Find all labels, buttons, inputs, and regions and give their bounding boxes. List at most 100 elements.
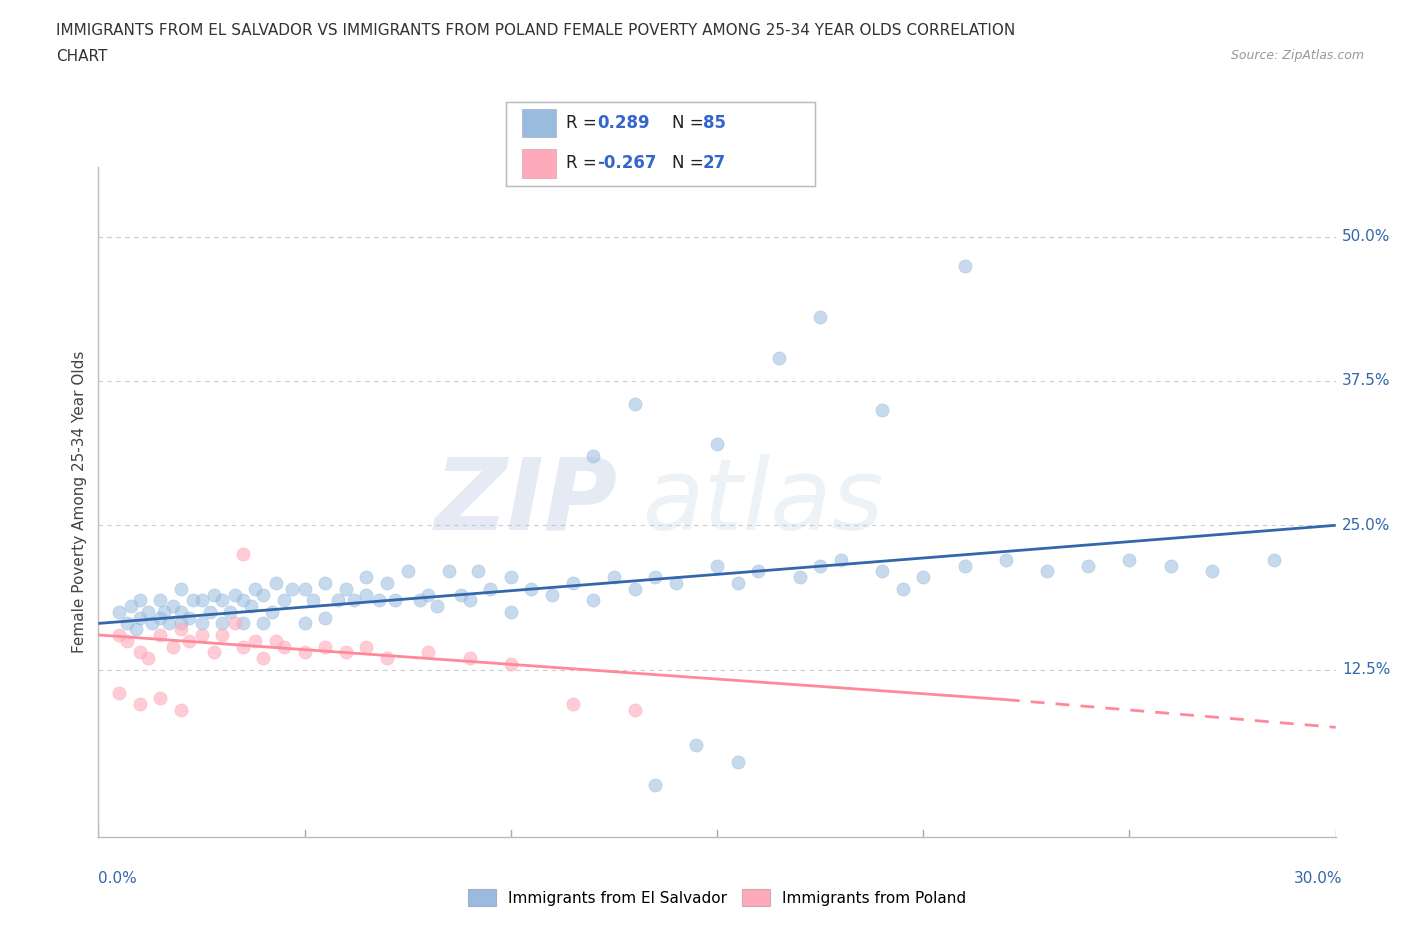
- Text: 25.0%: 25.0%: [1341, 518, 1391, 533]
- Point: [314, 576, 336, 591]
- Point: [232, 639, 254, 654]
- Point: [623, 581, 645, 596]
- Point: [458, 593, 481, 608]
- Text: IMMIGRANTS FROM EL SALVADOR VS IMMIGRANTS FROM POLAND FEMALE POVERTY AMONG 25-34: IMMIGRANTS FROM EL SALVADOR VS IMMIGRANT…: [56, 23, 1015, 38]
- Point: [418, 587, 440, 602]
- Point: [994, 552, 1017, 567]
- Point: [252, 616, 274, 631]
- Point: [561, 697, 583, 711]
- Point: [870, 403, 893, 418]
- Point: [136, 651, 159, 666]
- Text: 85: 85: [703, 114, 725, 132]
- Point: [768, 351, 790, 365]
- FancyBboxPatch shape: [522, 149, 555, 178]
- Point: [141, 616, 163, 631]
- Point: [224, 616, 246, 631]
- Point: [170, 581, 193, 596]
- Point: [190, 593, 212, 608]
- Point: [808, 558, 831, 573]
- Y-axis label: Female Poverty Among 25-34 Year Olds: Female Poverty Among 25-34 Year Olds: [72, 351, 87, 654]
- Text: atlas: atlas: [643, 454, 884, 551]
- Point: [1160, 558, 1182, 573]
- Point: [128, 610, 150, 625]
- Point: [219, 604, 242, 619]
- Point: [582, 593, 605, 608]
- Text: 27: 27: [703, 153, 725, 171]
- Point: [240, 599, 263, 614]
- Point: [314, 639, 336, 654]
- Point: [190, 616, 212, 631]
- Point: [396, 564, 419, 578]
- Point: [117, 633, 139, 648]
- Point: [418, 644, 440, 659]
- Point: [162, 639, 184, 654]
- Point: [458, 651, 481, 666]
- Point: [450, 587, 472, 602]
- Point: [706, 558, 728, 573]
- Point: [128, 593, 150, 608]
- Point: [335, 644, 357, 659]
- Point: [117, 616, 139, 631]
- Point: [685, 737, 707, 752]
- Point: [747, 564, 769, 578]
- Point: [273, 639, 295, 654]
- Text: 12.5%: 12.5%: [1341, 662, 1391, 677]
- Point: [384, 593, 406, 608]
- Point: [1118, 552, 1140, 567]
- Text: ZIP: ZIP: [434, 454, 619, 551]
- Point: [426, 599, 449, 614]
- Point: [789, 570, 811, 585]
- Point: [356, 570, 378, 585]
- Point: [149, 628, 172, 643]
- Point: [644, 777, 666, 792]
- Point: [260, 604, 283, 619]
- Point: [912, 570, 935, 585]
- Point: [157, 616, 180, 631]
- Point: [149, 593, 172, 608]
- Point: [375, 576, 398, 591]
- Point: [243, 633, 266, 648]
- Point: [124, 622, 146, 637]
- Point: [644, 570, 666, 585]
- Point: [190, 628, 212, 643]
- Point: [375, 651, 398, 666]
- Point: [232, 547, 254, 562]
- Point: [149, 610, 172, 625]
- Text: N =: N =: [672, 153, 709, 171]
- Point: [170, 616, 193, 631]
- Legend: Immigrants from El Salvador, Immigrants from Poland: Immigrants from El Salvador, Immigrants …: [468, 889, 966, 907]
- Point: [232, 593, 254, 608]
- Point: [830, 552, 852, 567]
- Point: [170, 702, 193, 717]
- Point: [243, 581, 266, 596]
- Point: [252, 651, 274, 666]
- Text: Source: ZipAtlas.com: Source: ZipAtlas.com: [1230, 49, 1364, 62]
- Point: [264, 576, 287, 591]
- Point: [603, 570, 626, 585]
- Text: 0.0%: 0.0%: [98, 871, 138, 886]
- Point: [953, 558, 976, 573]
- Point: [335, 581, 357, 596]
- Point: [108, 604, 131, 619]
- Point: [202, 644, 225, 659]
- Point: [727, 576, 749, 591]
- Point: [367, 593, 389, 608]
- Text: CHART: CHART: [56, 49, 108, 64]
- Point: [582, 448, 605, 463]
- Point: [953, 259, 976, 273]
- Point: [232, 616, 254, 631]
- Point: [153, 604, 176, 619]
- Point: [437, 564, 460, 578]
- Point: [409, 593, 432, 608]
- Point: [1077, 558, 1099, 573]
- Point: [294, 616, 316, 631]
- Text: R =: R =: [567, 114, 603, 132]
- Point: [128, 697, 150, 711]
- Point: [170, 604, 193, 619]
- Point: [326, 593, 349, 608]
- FancyBboxPatch shape: [522, 109, 555, 138]
- Text: 0.289: 0.289: [598, 114, 650, 132]
- Point: [162, 599, 184, 614]
- Point: [467, 564, 489, 578]
- Point: [314, 610, 336, 625]
